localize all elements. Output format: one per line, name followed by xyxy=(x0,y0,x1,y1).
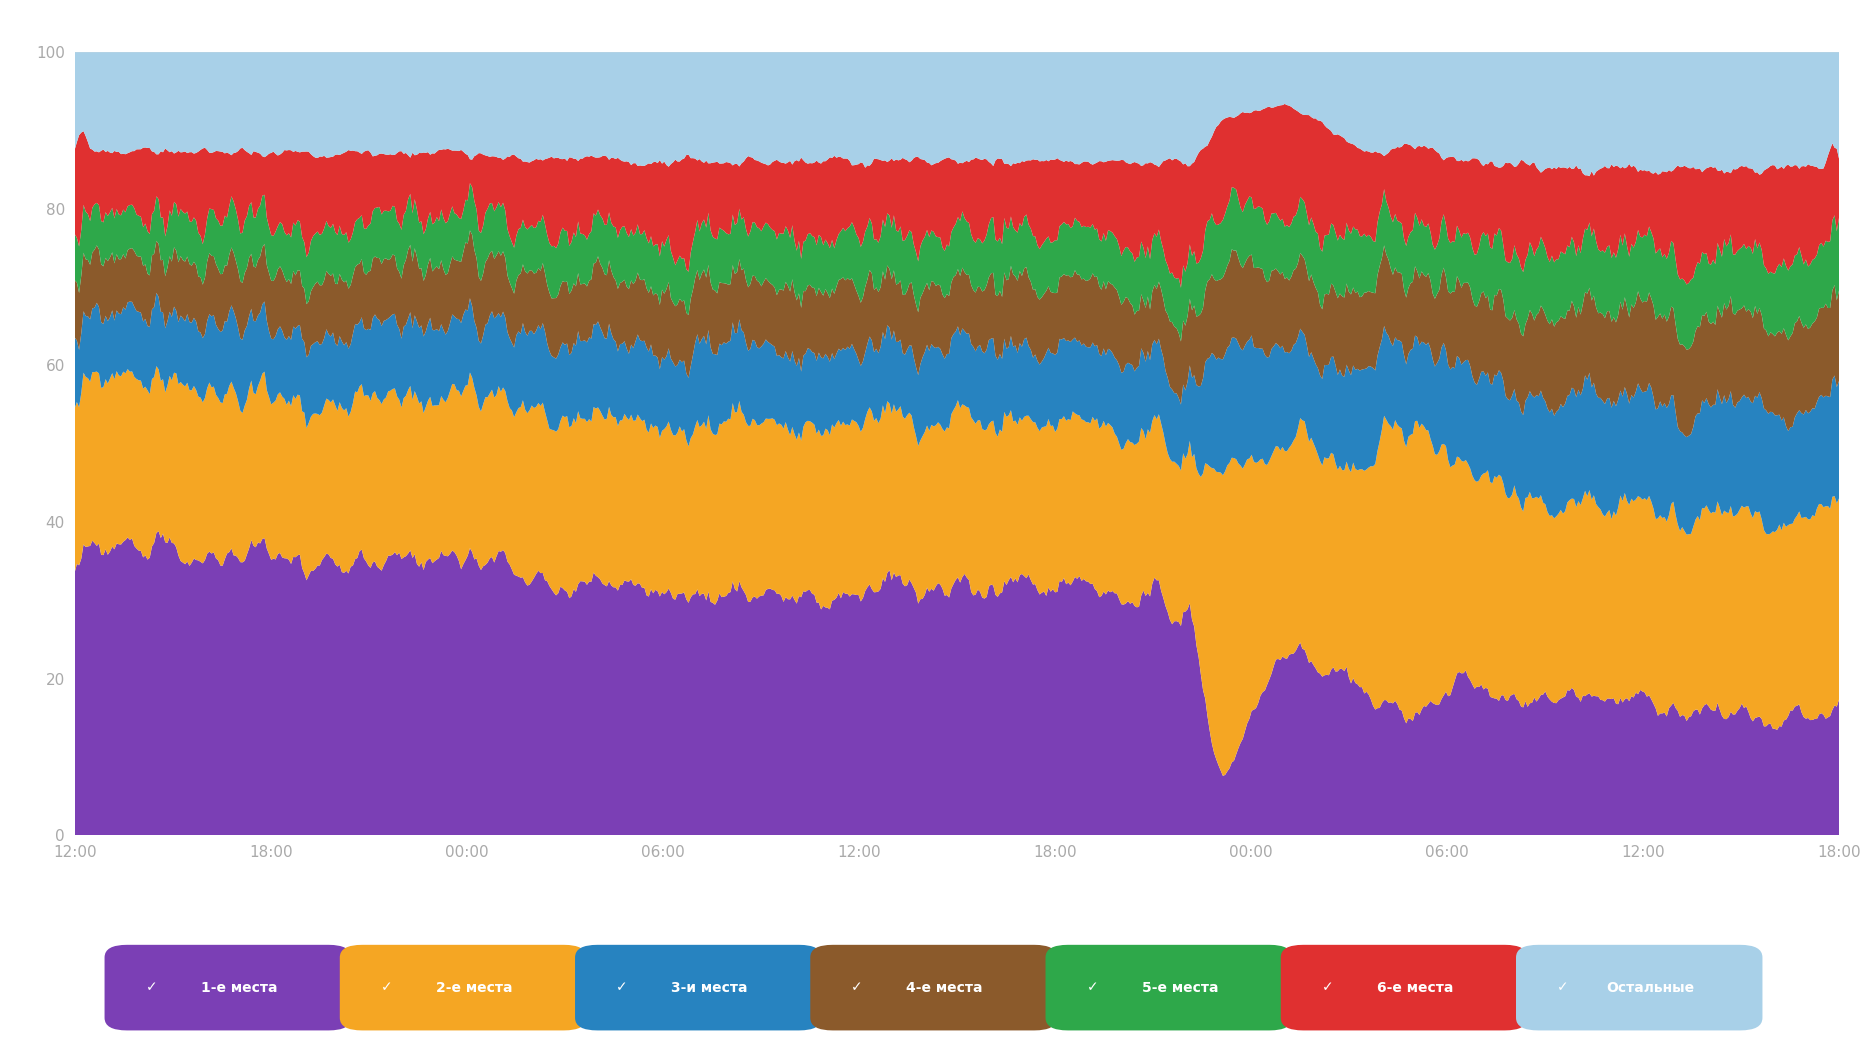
Text: ✓: ✓ xyxy=(616,980,627,995)
Text: ✓: ✓ xyxy=(1322,980,1333,995)
Text: 5-е места: 5-е места xyxy=(1143,980,1217,995)
Text: ✓: ✓ xyxy=(851,980,863,995)
Text: 3-и места: 3-и места xyxy=(672,980,747,995)
Text: ✓: ✓ xyxy=(381,980,392,995)
Text: 2-е места: 2-е места xyxy=(437,980,512,995)
Text: ✓: ✓ xyxy=(146,980,157,995)
Text: 4-е места: 4-е места xyxy=(907,980,982,995)
Text: Остальные: Остальные xyxy=(1606,980,1695,995)
Text: 1-е места: 1-е места xyxy=(202,980,276,995)
Text: 6-е места: 6-е места xyxy=(1378,980,1453,995)
Text: ✓: ✓ xyxy=(1557,980,1568,995)
Text: ✓: ✓ xyxy=(1087,980,1098,995)
